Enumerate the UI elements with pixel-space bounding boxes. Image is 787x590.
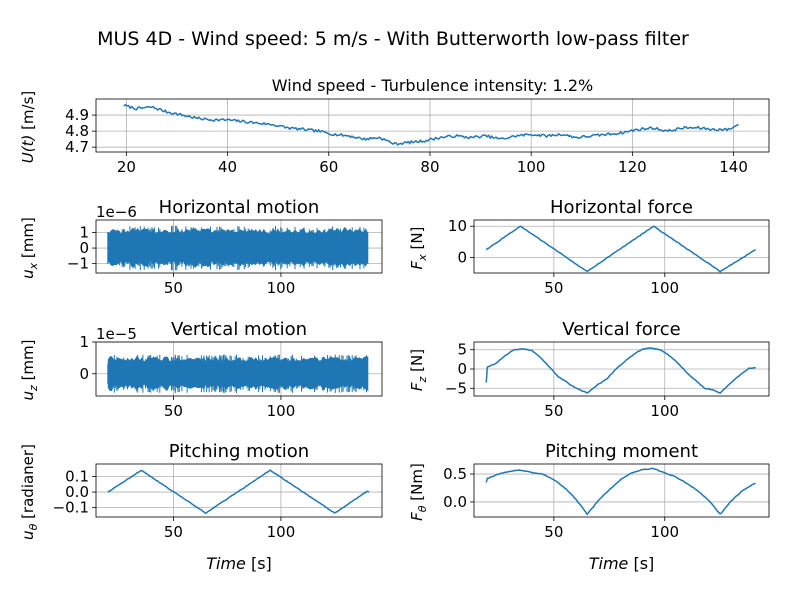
series-line	[485, 225, 757, 273]
chart-vertical-motion: 50 100 1 0 Vertical motion uz [mm] 1e−5	[19, 319, 383, 420]
x-tick-label: 50	[544, 523, 563, 541]
y-tick-label: 0	[457, 248, 467, 266]
series-group	[107, 354, 369, 393]
chart-wind: 20 40 60 80 100 120 140 4.74.84.9 Wind speed - T…	[19, 76, 770, 176]
y-tick-label: 5	[457, 341, 467, 359]
series-group	[485, 225, 757, 273]
axes-frame	[473, 219, 770, 274]
series-group	[485, 347, 756, 394]
y-axis-label: Fθ [Nm]	[408, 463, 429, 521]
x-tick-label: 120	[618, 158, 647, 176]
y-tick-label: 0.0	[65, 483, 89, 501]
x-axis-label: Time [s]	[206, 554, 272, 573]
y-tick-label: 4.7	[65, 138, 89, 156]
chart-title: Pitching moment	[545, 441, 698, 462]
series-line	[485, 347, 756, 394]
x-tick-label: 100	[267, 523, 296, 541]
series-group	[107, 225, 369, 271]
x-tick-label: 50	[544, 279, 563, 297]
y-axis-label: Fx [N]	[408, 227, 429, 270]
y-tick-label: 0.0	[443, 493, 467, 511]
y-tick-label: 10	[448, 217, 467, 235]
chart-horizontal-motion: 50 100 10−1 Horizontal motion ux [mm] 1e−6	[19, 197, 383, 297]
series-group	[107, 469, 370, 515]
x-tick-label: 100	[267, 402, 296, 420]
y-tick-label: 1	[79, 223, 89, 241]
y-tick-label: 1	[79, 333, 89, 351]
y-tick-label: −0.1	[53, 499, 89, 517]
axes-frame	[473, 463, 770, 518]
axis-offset-text: 1e−5	[96, 325, 137, 343]
chart-title: Pitching motion	[169, 441, 309, 462]
chart-pitching-motion: 50 100 0.10.0−0.1 Pitching motion uθ [radian…	[19, 441, 383, 573]
y-tick-label: 0	[457, 360, 467, 378]
y-tick-label: 0.1	[65, 467, 89, 485]
chart-title: Wind speed - Turbulence intensity: 1.2%	[272, 76, 593, 95]
axes-frame	[95, 463, 383, 518]
chart-title: Horizontal force	[550, 197, 693, 218]
x-tick-label: 100	[267, 279, 296, 297]
x-tick-label: 50	[544, 402, 563, 420]
y-tick-label: −5	[445, 379, 467, 397]
x-tick-label: 100	[650, 402, 679, 420]
y-axis-label: Fz [N]	[408, 349, 429, 391]
x-tick-label: 100	[650, 279, 679, 297]
x-tick-label: 60	[319, 158, 338, 176]
x-tick-label: 50	[164, 402, 183, 420]
y-axis-label: U(t) [m/s]	[19, 91, 37, 164]
series-group	[123, 103, 739, 146]
chart-title: Vertical force	[562, 319, 680, 340]
x-tick-label: 40	[218, 158, 237, 176]
series-line	[123, 103, 739, 146]
x-tick-label: 50	[164, 279, 183, 297]
axes-frame	[95, 341, 383, 397]
x-tick-label: 140	[719, 158, 748, 176]
y-tick-label: 4.8	[65, 122, 89, 140]
y-tick-label: 0	[79, 365, 89, 383]
x-tick-label: 50	[164, 523, 183, 541]
series-line	[107, 469, 370, 515]
x-axis-label: Time [s]	[589, 554, 655, 573]
x-tick-label: 20	[117, 158, 136, 176]
axes-frame	[95, 98, 770, 153]
x-tick-label: 80	[420, 158, 439, 176]
series-spikes	[107, 354, 369, 393]
series-group	[485, 467, 756, 516]
chart-title: Vertical motion	[171, 319, 307, 340]
y-axis-label: ux [mm]	[19, 217, 40, 279]
x-tick-label: 100	[517, 158, 546, 176]
y-tick-label: 4.9	[65, 106, 89, 124]
y-tick-label: 0	[79, 239, 89, 257]
figure-title: MUS 4D - Wind speed: 5 m/s - With Butter…	[97, 28, 689, 50]
axis-offset-text: 1e−6	[96, 203, 137, 221]
series-line	[485, 467, 756, 516]
chart-title: Horizontal motion	[159, 197, 320, 218]
y-tick-label: −1	[67, 255, 89, 273]
y-axis-label: uθ [radianer]	[19, 444, 40, 540]
chart-pitching-moment: 50 100 0.5 0.0 Pitching moment Fθ [Nm] Time [s…	[408, 441, 770, 573]
series-spikes	[107, 225, 369, 271]
y-tick-label: 0.5	[443, 465, 467, 483]
x-tick-label: 100	[650, 523, 679, 541]
y-axis-label: uz [mm]	[19, 340, 40, 401]
axes-frame	[95, 219, 383, 274]
